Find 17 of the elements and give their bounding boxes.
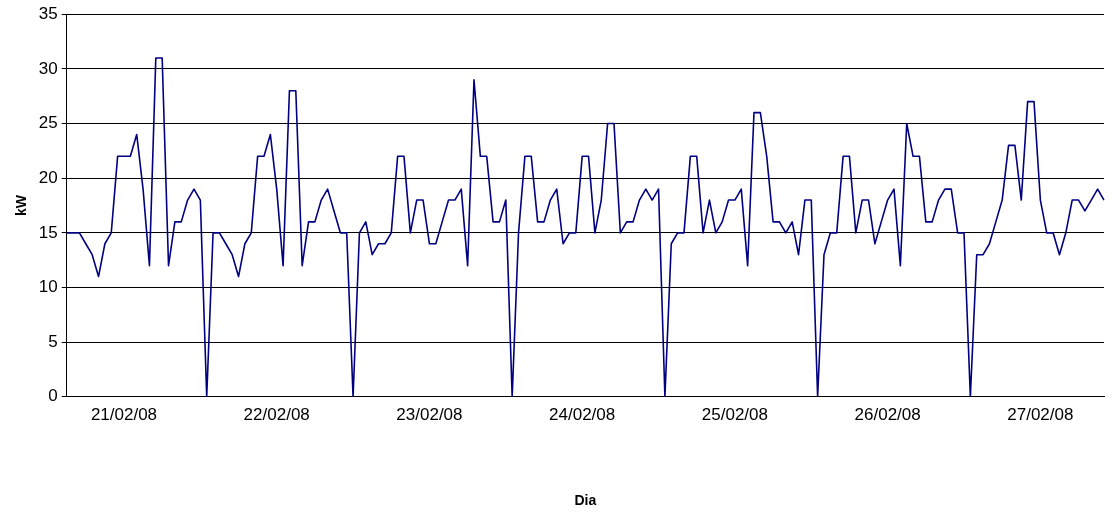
x-tick-label: 22/02/08 [243, 404, 310, 424]
x-tick-label: 23/02/08 [396, 404, 463, 424]
y-tick-label: 20 [38, 167, 58, 187]
y-tick-label: 35 [38, 3, 58, 23]
y-tick-label: 10 [38, 277, 58, 297]
y-tick-label: 25 [38, 113, 58, 133]
x-tick-label: 24/02/08 [549, 404, 616, 424]
x-axis-title: Dia [574, 492, 597, 509]
x-tick-label: 27/02/08 [1007, 404, 1074, 424]
y-axis-title: kW [13, 194, 30, 216]
x-tick-label: 25/02/08 [701, 404, 768, 424]
x-tick-label: 21/02/08 [90, 404, 158, 424]
y-tick-label: 30 [38, 58, 58, 78]
y-tick-label: 5 [48, 331, 58, 351]
y-tick-label: 15 [38, 222, 58, 242]
y-tick-label: 0 [48, 386, 58, 406]
x-tick-label: 26/02/08 [854, 404, 921, 424]
